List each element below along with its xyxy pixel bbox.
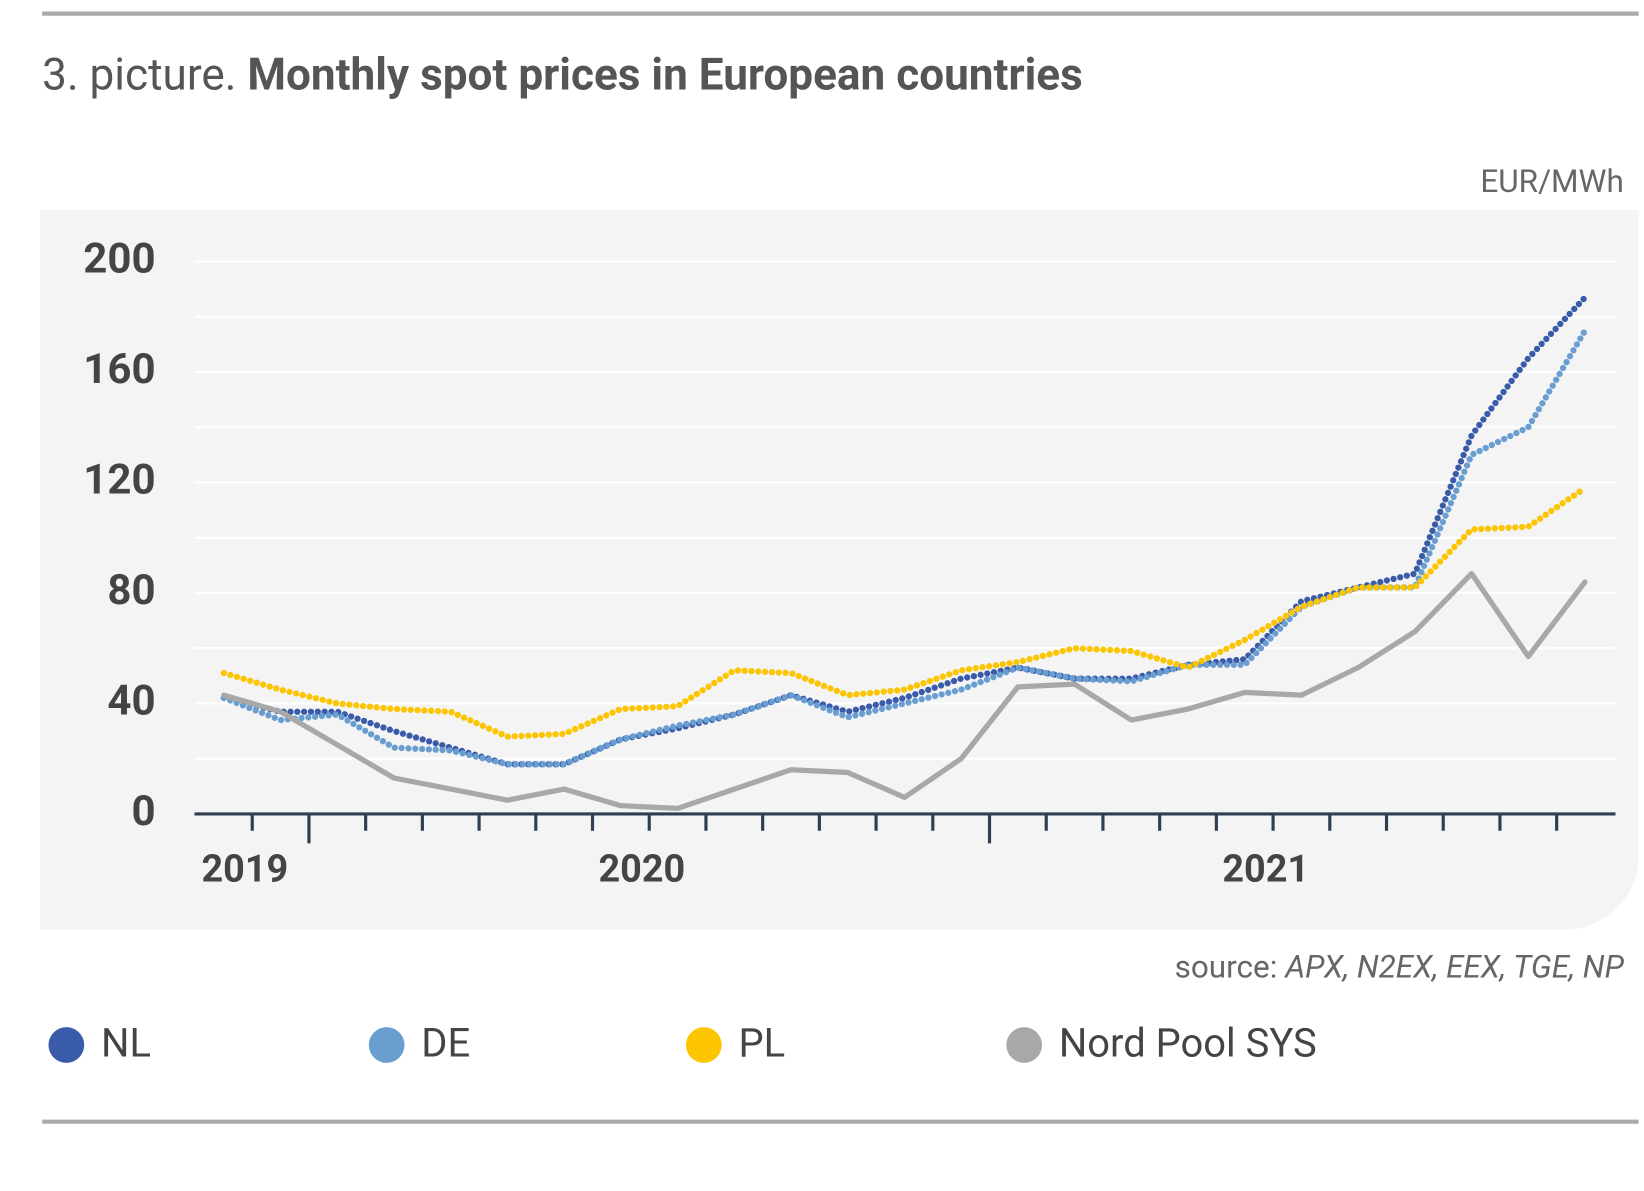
source: source: APX, N2EX, EEX, TGE, NP bbox=[1175, 949, 1625, 986]
legend-label: DE bbox=[421, 1020, 470, 1067]
y-tick-label: 0 bbox=[131, 787, 155, 836]
y-tick-label: 200 bbox=[83, 235, 155, 284]
x-tick-label: 2021 bbox=[1222, 848, 1309, 892]
legend-label: Nord Pool SYS bbox=[1059, 1020, 1317, 1067]
y-tick-label: 40 bbox=[107, 677, 155, 726]
chart-title: 3. picture. Monthly spot prices in Europ… bbox=[42, 48, 1083, 100]
title-prefix: 3. picture. bbox=[42, 48, 236, 100]
legend-swatch bbox=[48, 1027, 85, 1063]
series-line bbox=[220, 484, 1589, 740]
legend-swatch bbox=[368, 1027, 405, 1063]
legend-swatch bbox=[1006, 1027, 1043, 1063]
legend-label: NL bbox=[101, 1020, 151, 1067]
legend-label: PL bbox=[739, 1020, 786, 1067]
x-tick-label: 2020 bbox=[599, 848, 686, 892]
y-tick-label: 160 bbox=[83, 345, 155, 394]
y-tick-label: 80 bbox=[107, 566, 155, 615]
legend-swatch bbox=[685, 1027, 722, 1063]
series-line bbox=[221, 571, 1588, 812]
unit-label: EUR/MWh bbox=[1480, 163, 1624, 200]
source-label: source: bbox=[1175, 949, 1278, 986]
x-tick-label: 2019 bbox=[202, 848, 289, 892]
source-text: APX, N2EX, EEX, TGE, NP bbox=[1283, 949, 1624, 986]
plot-background bbox=[40, 210, 1639, 930]
y-tick-label: 120 bbox=[83, 456, 155, 505]
title-main: Monthly spot prices in European countrie… bbox=[247, 48, 1082, 100]
